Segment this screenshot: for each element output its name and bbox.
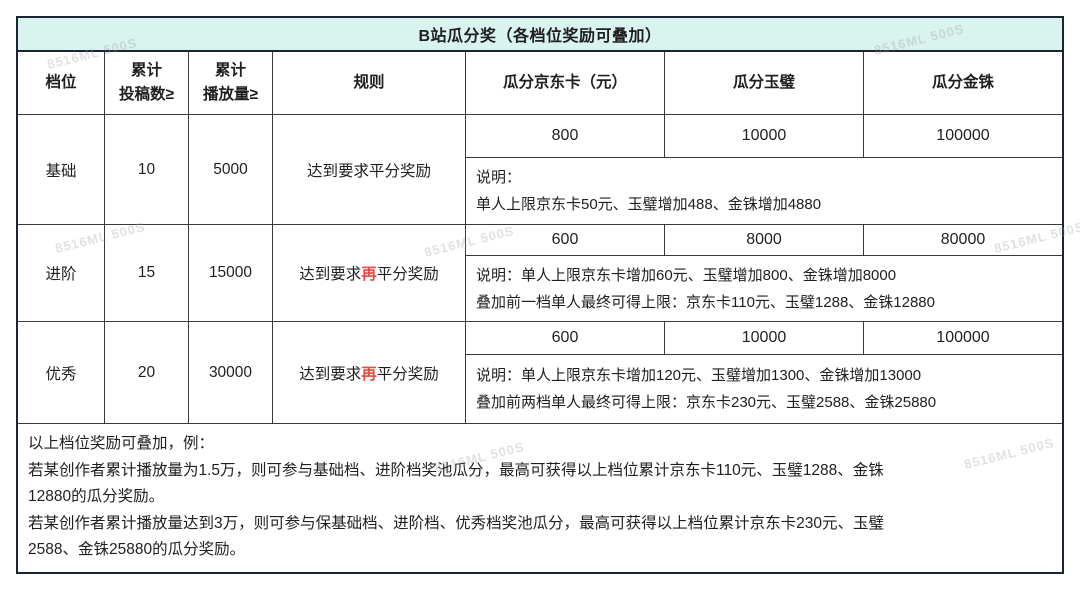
gold-value: 100000	[936, 329, 990, 346]
views-cell: 30000	[189, 322, 273, 423]
note-line: 说明：	[476, 169, 522, 186]
table-row-excellent: 优秀 20 30000 达到要求再平分奖励 600 10000 100000 说…	[18, 322, 1062, 424]
reward-block: 800 10000 100000 说明： 单人上限京东卡50元、玉璧增加488、…	[466, 115, 1062, 224]
note-line: 叠加前两档单人最终可得上限：京东卡230元、玉璧2588、金铢25880	[476, 394, 937, 411]
table-header-row: 档位 累计 投稿数≥ 累计 播放量≥ 规则 瓜分京东卡（元） 瓜分玉璧 瓜分金铢	[18, 52, 1062, 115]
jade-value: 10000	[665, 322, 864, 354]
reward-values-row: 600 10000 100000	[466, 322, 1062, 355]
jd-card-value: 600	[466, 322, 665, 354]
header-views: 累计 播放量≥	[189, 52, 273, 114]
rule-highlight: 再	[361, 266, 377, 283]
reward-values-row: 600 8000 80000	[466, 225, 1062, 256]
table-title: B站瓜分奖（各档位奖励可叠加）	[18, 18, 1062, 52]
header-gold: 瓜分金铢	[931, 73, 994, 91]
jd-card-value: 800	[466, 115, 665, 157]
submissions-cell: 10	[105, 115, 189, 224]
jade-value: 10000	[665, 115, 864, 157]
reward-block: 600 10000 100000 说明：单人上限京东卡增加120元、玉璧增加13…	[466, 322, 1062, 423]
rule-text: 达到要求平分奖励	[306, 162, 432, 180]
footer-line: 12880的瓜分奖励。	[28, 488, 165, 505]
header-views-line1: 累计	[214, 61, 246, 79]
rule-text: 达到要求再平分奖励	[299, 365, 439, 383]
header-submissions-line1: 累计	[130, 61, 162, 79]
footer-line: 若某创作者累计播放量达到3万，则可参与保基础档、进阶档、优秀档奖池瓜分，最高可获…	[28, 514, 884, 532]
reward-table: 8516ML 500S 8516ML 500S 8516ML 500S 8516…	[16, 16, 1080, 574]
rule-cell: 达到要求平分奖励	[273, 115, 466, 224]
note-cell: 说明： 单人上限京东卡50元、玉璧增加488、金铢增加4880	[466, 158, 1062, 224]
header-submissions: 累计 投稿数≥	[105, 52, 189, 114]
tier-cell: 优秀	[18, 322, 105, 423]
note-cell: 说明：单人上限京东卡增加60元、玉璧增加800、金铢增加8000 叠加前一档单人…	[466, 256, 1062, 321]
header-jd-card: 瓜分京东卡（元）	[466, 52, 665, 114]
submissions-cell: 20	[105, 322, 189, 423]
header-rule: 规则	[273, 52, 466, 114]
note-line: 说明：单人上限京东卡增加120元、玉璧增加1300、金铢增加13000	[476, 367, 922, 384]
jade-value: 8000	[665, 225, 864, 255]
table-row-advanced: 进阶 15 15000 达到要求再平分奖励 600 8000 80000 说明：…	[18, 225, 1062, 322]
note-line: 叠加前一档单人最终可得上限：京东卡110元、玉璧1288、金铢12880	[476, 293, 935, 311]
footer-notes: 以上档位奖励可叠加，例： 若某创作者累计播放量为1.5万，则可参与基础档、进阶档…	[18, 424, 1062, 572]
views-cell: 15000	[189, 225, 273, 321]
footer-line: 2588、金铢25880的瓜分奖励。	[28, 541, 246, 558]
footer-line: 若某创作者累计播放量为1.5万，则可参与基础档、进阶档奖池瓜分，最高可获得以上档…	[28, 461, 884, 479]
views-cell: 5000	[189, 115, 273, 224]
rule-cell: 达到要求再平分奖励	[273, 322, 466, 423]
header-jade: 瓜分玉璧	[665, 52, 864, 114]
rule-highlight: 再	[361, 365, 377, 383]
reward-block: 600 8000 80000 说明：单人上限京东卡增加60元、玉璧增加800、金…	[466, 225, 1062, 321]
note-line: 单人上限京东卡50元、玉璧增加488、金铢增加4880	[476, 196, 822, 213]
tier-cell: 进阶	[18, 225, 105, 321]
submissions-cell: 15	[105, 225, 189, 321]
reward-values-row: 800 10000 100000	[466, 115, 1062, 158]
note-cell: 说明：单人上限京东卡增加120元、玉璧增加1300、金铢增加13000 叠加前两…	[466, 355, 1062, 423]
footer-line: 以上档位奖励可叠加，例：	[28, 435, 215, 452]
jd-card-value: 600	[466, 225, 665, 255]
rule-text: 达到要求再平分奖励	[299, 266, 439, 283]
tier-cell: 基础	[18, 115, 105, 224]
header-views-line2: 播放量≥	[202, 86, 258, 103]
header-submissions-line2: 投稿数≥	[118, 86, 174, 103]
gold-value: 100000	[936, 127, 990, 144]
gold-value: 80000	[940, 231, 986, 248]
table-row-basic: 基础 10 5000 达到要求平分奖励 800 10000 100000 说明：…	[18, 115, 1062, 225]
rule-cell: 达到要求再平分奖励	[273, 225, 466, 321]
note-line: 说明：单人上限京东卡增加60元、玉璧增加800、金铢增加8000	[476, 266, 897, 284]
header-tier: 档位	[18, 52, 105, 114]
